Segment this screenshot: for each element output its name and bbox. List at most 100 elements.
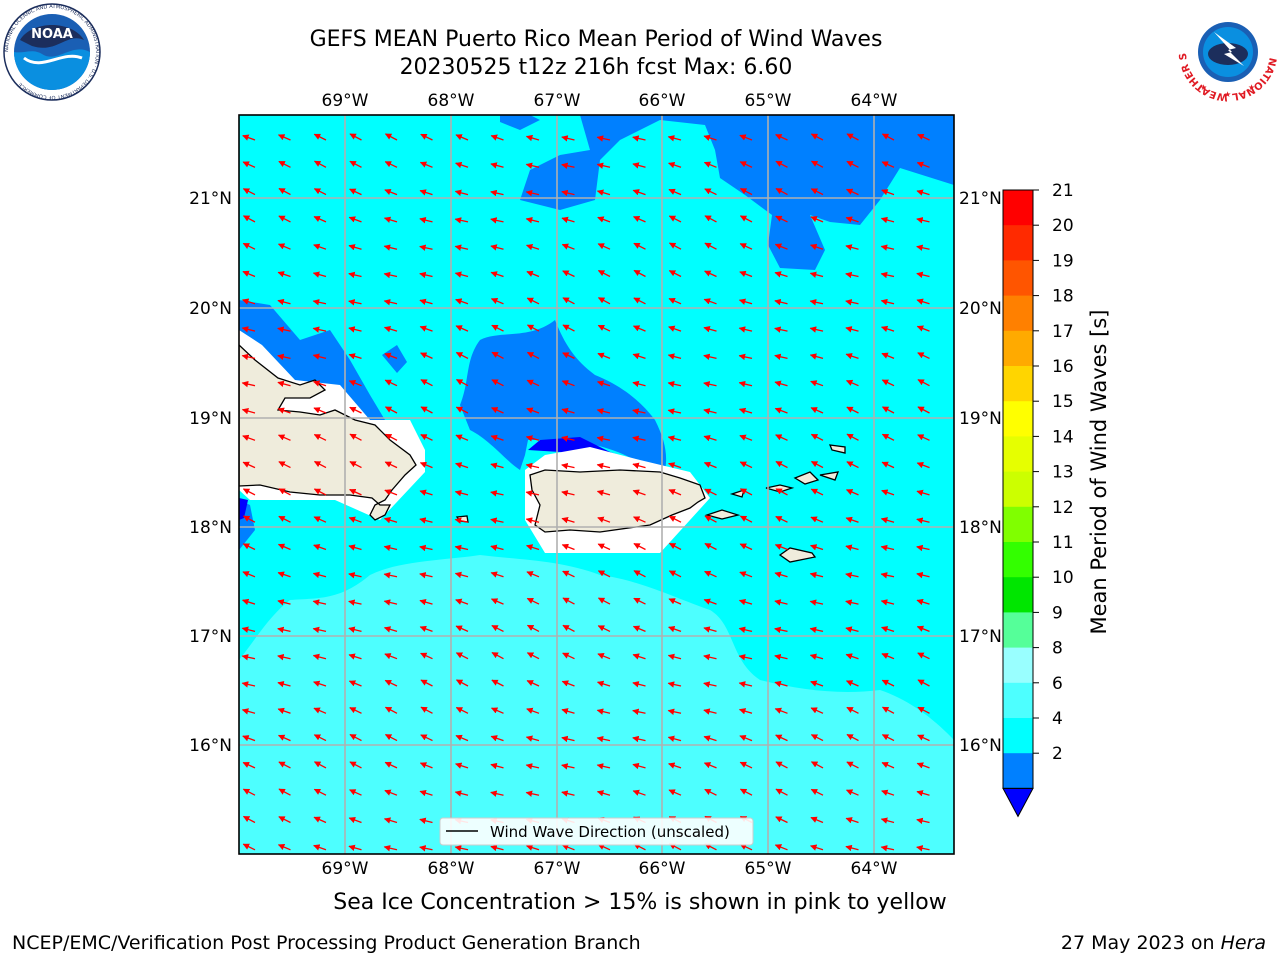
wind-wave-arrow	[384, 406, 398, 414]
svg-text:★: ★	[1224, 90, 1231, 99]
wind-wave-arrow	[491, 379, 504, 387]
wind-wave-arrow	[596, 408, 611, 415]
wind-wave-arrow	[349, 433, 362, 441]
wind-wave-arrow	[561, 216, 575, 223]
wind-wave-arrow	[526, 324, 540, 332]
wind-wave-arrow	[597, 297, 611, 305]
wind-wave-arrow	[348, 626, 362, 633]
wind-wave-arrow	[881, 325, 895, 333]
wind-wave-arrow	[455, 134, 469, 141]
colorbar-segment	[1003, 225, 1033, 261]
wind-wave-arrow	[597, 570, 611, 578]
wind-wave-arrow	[561, 189, 575, 197]
wind-wave-arrow	[455, 734, 469, 742]
wind-wave-arrow	[810, 788, 824, 796]
wind-wave-arrow	[561, 462, 575, 470]
wind-wave-arrow	[383, 299, 398, 306]
wind-wave-arrow	[881, 161, 895, 168]
wind-wave-arrow	[597, 625, 611, 632]
colorbar-segment	[1003, 612, 1033, 649]
wind-wave-arrow	[775, 515, 788, 523]
wind-wave-arrow	[348, 326, 362, 333]
colorbar-segment	[1003, 682, 1033, 719]
lon-label: 65°W	[745, 859, 792, 879]
wind-wave-arrow	[633, 516, 646, 523]
wind-wave-arrow	[348, 216, 362, 223]
colorbar-tick-label: 18	[1052, 287, 1074, 307]
wind-wave-arrow	[526, 571, 540, 578]
wind-wave-arrow	[739, 571, 753, 578]
wind-wave-arrow	[633, 597, 646, 605]
wind-wave-arrow	[597, 653, 611, 660]
wind-wave-arrow	[810, 516, 824, 523]
wind-wave-arrow	[561, 490, 575, 497]
lat-labels-right: 21°N 20°N 19°N 18°N 17°N 16°N	[959, 189, 1002, 756]
wind-wave-arrow	[810, 544, 824, 551]
wind-wave-arrow	[455, 406, 469, 414]
wind-wave-arrow	[277, 271, 291, 278]
wind-wave-arrow	[490, 434, 504, 442]
wind-wave-arrow	[455, 652, 469, 660]
wind-wave-arrow	[419, 461, 433, 469]
wind-wave-arrow	[916, 244, 930, 251]
wind-wave-arrow	[349, 188, 362, 196]
wind-wave-arrow	[313, 788, 327, 796]
wind-wave-arrow	[278, 461, 291, 469]
svg-text:★: ★	[1248, 83, 1255, 92]
wind-wave-arrow	[667, 735, 682, 742]
wind-wave-arrow	[917, 652, 930, 660]
lon-label: 69°W	[322, 91, 369, 111]
wind-wave-arrow	[455, 298, 469, 305]
wind-wave-arrow	[242, 298, 256, 305]
wind-wave-arrow	[597, 516, 611, 523]
wind-wave-arrow	[242, 571, 256, 578]
wind-wave-arrow	[561, 844, 575, 851]
wind-wave-arrow	[667, 353, 682, 360]
wind-wave-arrow	[774, 407, 788, 414]
wind-wave-arrow	[738, 353, 753, 361]
footer-credit: NCEP/EMC/Verification Post Processing Pr…	[12, 932, 641, 954]
wind-wave-arrow	[525, 435, 540, 442]
wind-wave-arrow	[739, 488, 753, 496]
wind-wave-arrow	[632, 762, 646, 770]
wind-wave-arrow	[810, 816, 824, 824]
lon-label: 64°W	[851, 91, 898, 111]
wind-wave-arrow	[704, 242, 717, 250]
wind-wave-arrow	[632, 325, 646, 332]
period-band-2-4-west	[239, 300, 407, 550]
wind-wave-arrow	[775, 187, 788, 196]
wind-wave-arrow	[419, 599, 433, 606]
wind-wave-arrow	[845, 188, 859, 196]
wind-wave-arrow	[916, 217, 930, 224]
wind-wave-arrow	[420, 734, 433, 742]
wind-wave-arrow	[774, 271, 788, 278]
wind-wave-arrow	[313, 188, 327, 196]
wind-wave-arrow	[739, 434, 753, 441]
wind-wave-arrow	[278, 215, 291, 223]
wind-wave-arrow	[845, 353, 859, 360]
wind-wave-arrow	[917, 706, 930, 714]
wind-wave-arrow	[880, 572, 895, 579]
wind-wave-arrow	[633, 297, 646, 305]
map-legend: Wind Wave Direction (unscaled)	[439, 817, 754, 846]
wind-wave-arrow	[775, 215, 788, 223]
period-band-2-4-central	[460, 320, 667, 470]
wind-wave-arrow	[668, 215, 682, 223]
wind-wave-arrow	[383, 517, 398, 524]
wind-wave-arrow	[809, 271, 824, 278]
wind-wave-arrow	[632, 489, 646, 496]
wind-wave-arrow	[881, 379, 895, 387]
wind-wave-arrow	[242, 215, 256, 223]
period-band-below-2	[239, 355, 660, 520]
wind-wave-arrow	[384, 379, 398, 387]
wind-wave-arrow	[845, 271, 859, 279]
wind-wave-arrow	[704, 542, 717, 551]
wind-wave-arrow	[916, 189, 930, 196]
wind-wave-arrow	[845, 326, 859, 333]
wind-wave-arrow	[668, 542, 682, 551]
wind-wave-arrow	[739, 134, 753, 141]
wind-wave-arrow	[668, 789, 682, 796]
wind-wave-arrow	[596, 462, 611, 470]
wind-wave-arrow	[313, 734, 327, 742]
wind-wave-arrow	[525, 462, 540, 470]
